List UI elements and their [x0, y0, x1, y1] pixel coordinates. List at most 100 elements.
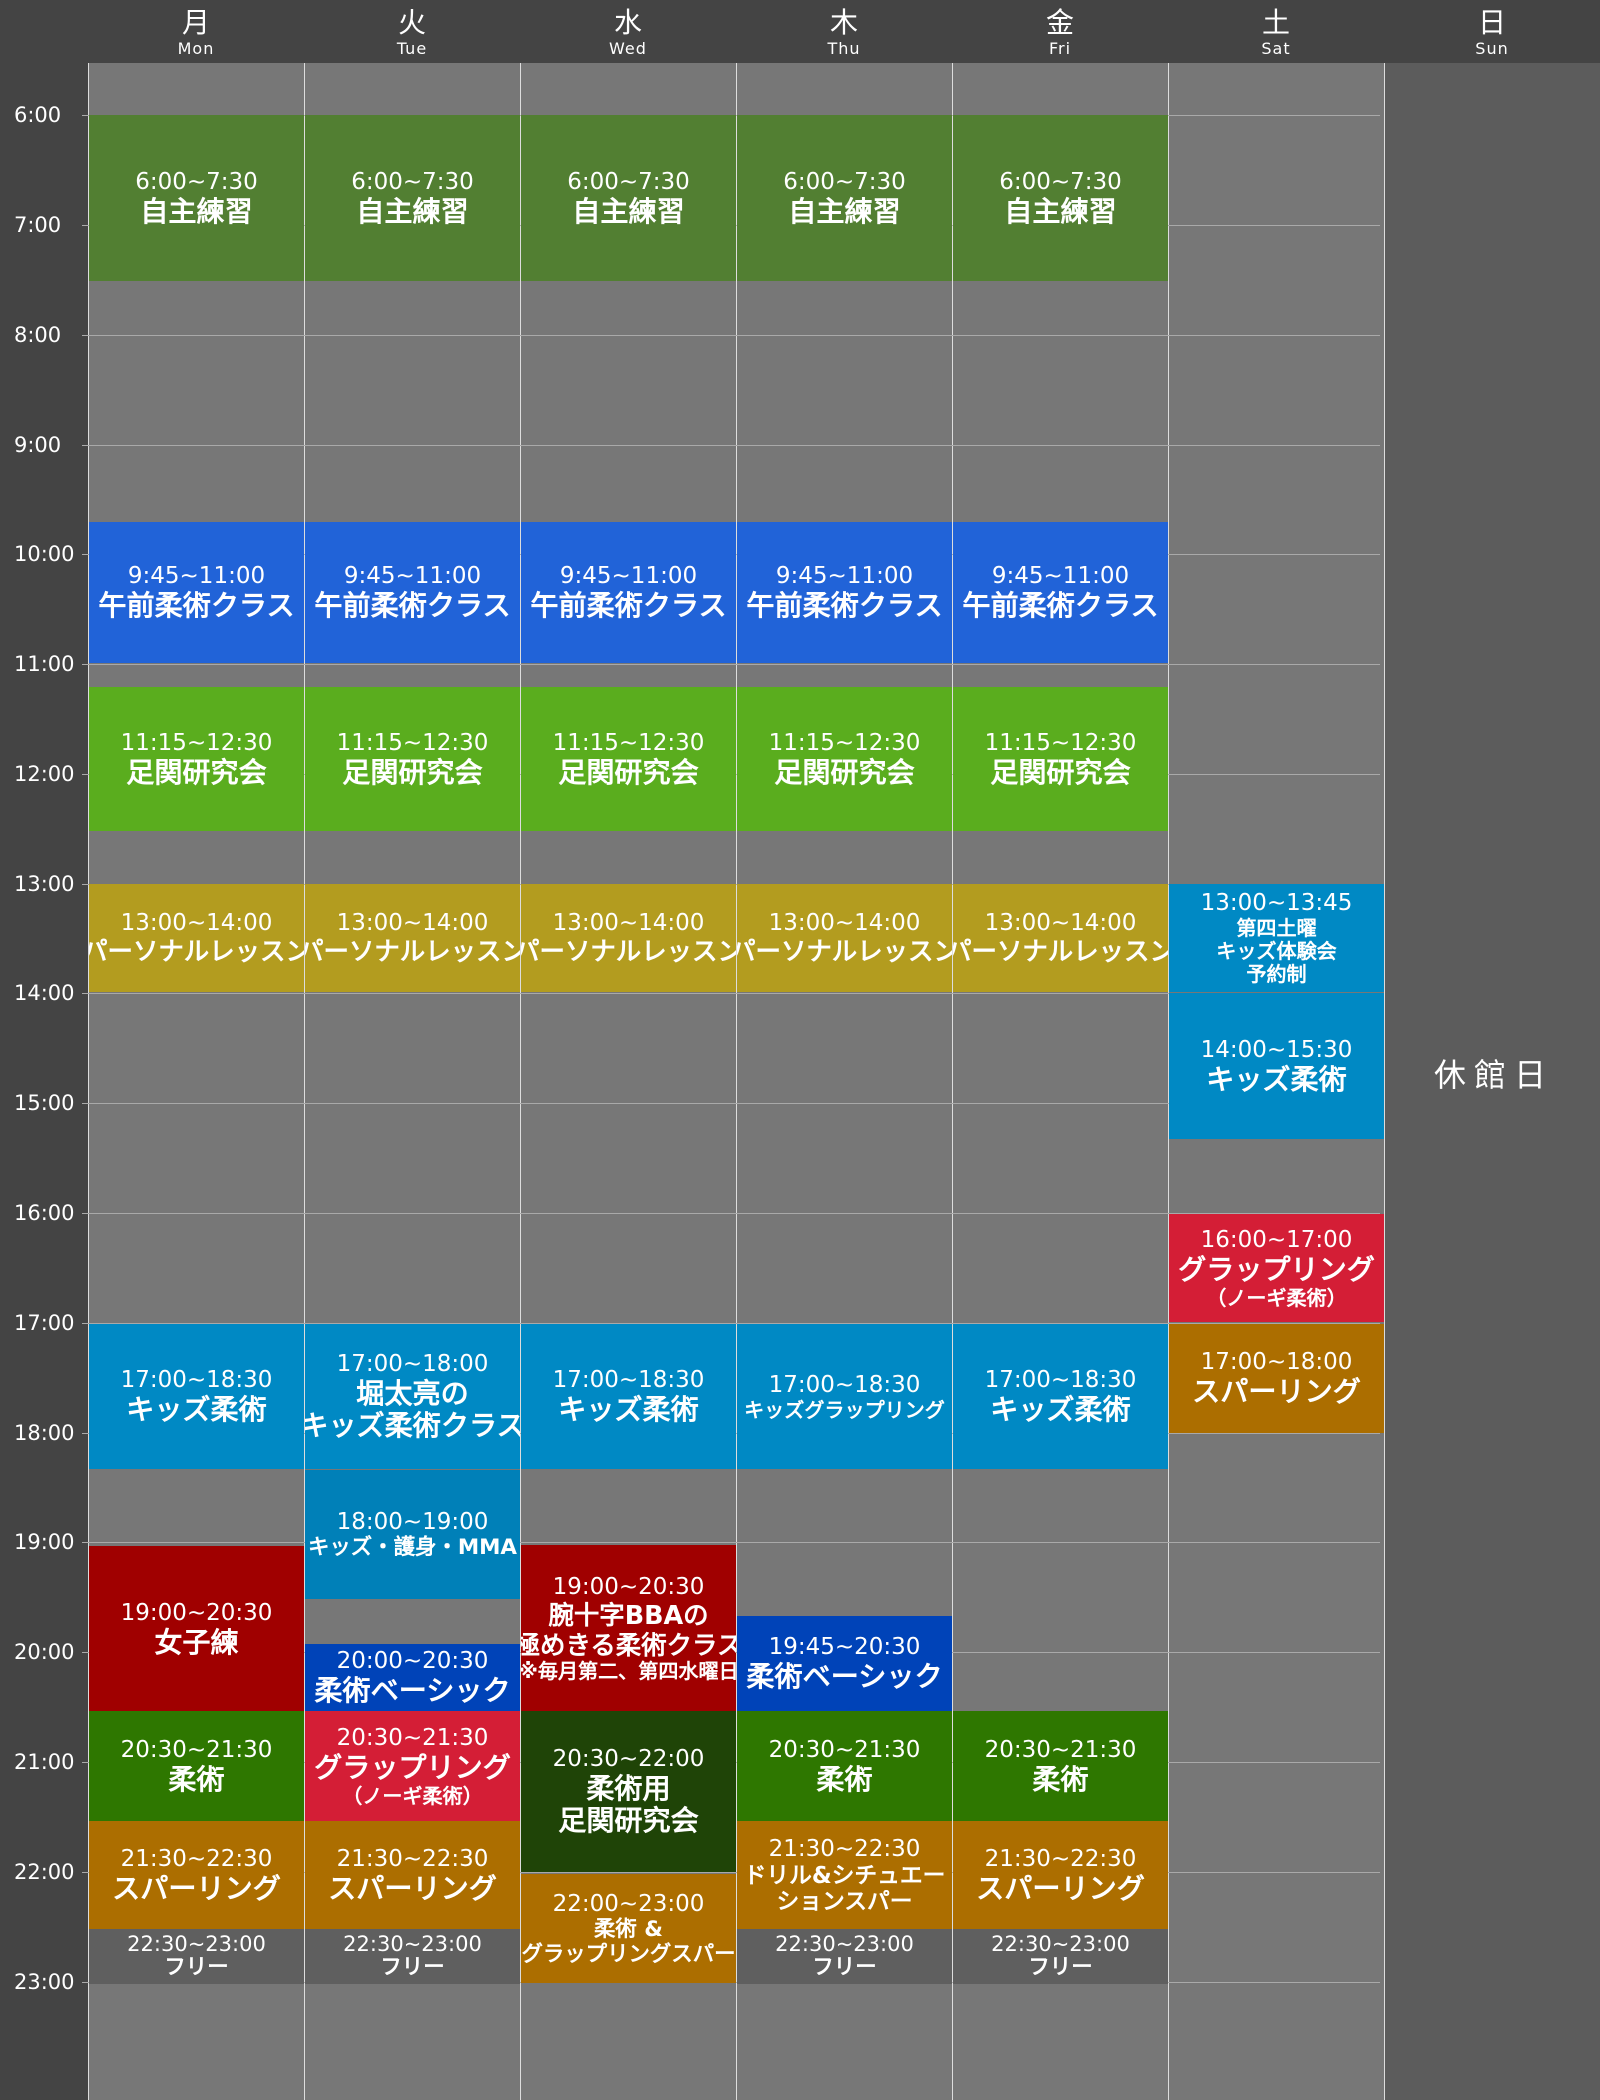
class-block[interactable]: 17:00~18:30 キッズ柔術 — [89, 1324, 304, 1469]
hour-tick — [82, 1762, 88, 1763]
hour-gridline — [88, 1322, 1380, 1324]
class-block[interactable]: 20:30~21:30 柔術 — [89, 1711, 304, 1821]
class-block[interactable]: 21:30~22:30 スパーリング — [953, 1820, 1168, 1930]
class-title: スパーリング — [976, 1871, 1145, 1905]
class-block[interactable]: 13:00~14:00 パーソナルレッスン — [737, 883, 952, 993]
hour-tick — [82, 115, 88, 117]
class-title: 自主練習 — [140, 194, 253, 228]
hour-tick — [82, 554, 88, 556]
class-time: 22:00~23:00 — [552, 1891, 705, 1918]
class-block[interactable]: 9:45~11:00 午前柔術クラス — [89, 522, 304, 663]
class-time: 6:00~7:30 — [783, 168, 906, 195]
day-name-en: Wed — [609, 39, 647, 58]
class-time: 17:00~18:30 — [120, 1367, 273, 1394]
class-block[interactable]: 13:00~13:45 第四土曜 キッズ体験会 予約制 — [1169, 883, 1384, 993]
class-block[interactable]: 22:00~23:00 柔術 & グラップリングスパー — [521, 1874, 736, 1983]
class-title: （ノーギ柔術） — [342, 1783, 483, 1808]
class-block[interactable]: 11:15~12:30 足関研究会 — [89, 686, 304, 832]
hour-tick — [82, 1103, 88, 1105]
class-title: パーソナルレッスン — [953, 936, 1168, 967]
class-time: 21:30~22:30 — [336, 1845, 489, 1872]
class-block[interactable]: 21:30~22:30 ドリル&シチュエー ションスパー — [737, 1820, 952, 1930]
class-title: キッズ・護身・MMA — [307, 1535, 517, 1561]
class-block[interactable]: 13:00~14:00 パーソナルレッスン — [305, 883, 520, 993]
class-block[interactable]: 6:00~7:30 自主練習 — [521, 115, 736, 282]
class-block[interactable]: 22:30~23:00 フリー — [89, 1929, 304, 1985]
class-block[interactable]: 20:00~20:30 柔術ベーシック — [305, 1644, 520, 1712]
hour-gridline — [88, 664, 1380, 666]
class-time: 6:00~7:30 — [999, 168, 1122, 195]
class-block[interactable]: 17:00~18:30 キッズグラップリング — [737, 1324, 952, 1469]
class-time: 18:00~19:00 — [336, 1509, 489, 1536]
class-block[interactable]: 11:15~12:30 足関研究会 — [305, 686, 520, 832]
class-time: 6:00~7:30 — [351, 168, 474, 195]
class-time: 17:00~18:30 — [552, 1367, 705, 1394]
class-title: 自主練習 — [356, 194, 469, 228]
class-block[interactable]: 20:30~21:30 グラップリング （ノーギ柔術） — [305, 1711, 520, 1821]
class-title: 足関研究会 — [126, 755, 267, 789]
class-block[interactable]: 21:30~22:30 スパーリング — [89, 1820, 304, 1930]
class-block[interactable]: 11:15~12:30 足関研究会 — [521, 686, 736, 832]
class-title: キッズグラップリング — [744, 1397, 945, 1422]
class-time: 14:00~15:30 — [1200, 1037, 1353, 1064]
class-block[interactable]: 13:00~14:00 パーソナルレッスン — [521, 883, 736, 993]
class-block[interactable]: 9:45~11:00 午前柔術クラス — [953, 522, 1168, 663]
class-time: 13:00~13:45 — [1200, 890, 1353, 917]
class-block[interactable]: 19:00~20:30 腕十字BBAの 極めきる柔術クラス ※毎月第二、第四水曜日 — [521, 1545, 736, 1712]
class-block[interactable]: 19:00~20:30 女子練 — [89, 1546, 304, 1712]
class-time: 22:30~23:00 — [343, 1932, 482, 1957]
class-title: パーソナルレッスン — [521, 936, 736, 967]
class-block[interactable]: 20:30~21:30 柔術 — [737, 1711, 952, 1821]
class-block[interactable]: 22:30~23:00 フリー — [953, 1929, 1168, 1985]
class-title: 極めきる柔術クラス — [521, 1629, 736, 1660]
class-block[interactable]: 19:45~20:30 柔術ベーシック — [737, 1616, 952, 1712]
class-block[interactable]: 21:30~22:30 スパーリング — [305, 1820, 520, 1930]
class-block[interactable]: 6:00~7:30 自主練習 — [953, 115, 1168, 282]
class-block[interactable]: 11:15~12:30 足関研究会 — [737, 686, 952, 832]
class-time: 17:00~18:30 — [768, 1371, 921, 1398]
day-name-en: Fri — [1048, 39, 1072, 58]
class-block[interactable]: 13:00~14:00 パーソナルレッスン — [89, 883, 304, 993]
class-block[interactable]: 22:30~23:00 フリー — [737, 1929, 952, 1985]
class-block[interactable]: 13:00~14:00 パーソナルレッスン — [953, 883, 1168, 993]
class-block[interactable]: 14:00~15:30 キッズ柔術 — [1169, 993, 1384, 1140]
class-time: 20:30~21:30 — [768, 1736, 921, 1763]
class-time: 22:30~23:00 — [991, 1932, 1130, 1957]
class-block[interactable]: 9:45~11:00 午前柔術クラス — [737, 522, 952, 663]
hour-label: 11:00 — [14, 652, 75, 677]
class-title: 自主練習 — [572, 194, 685, 228]
class-block[interactable]: 18:00~19:00 キッズ・護身・MMA — [305, 1470, 520, 1599]
hour-gridline — [88, 1103, 1380, 1105]
class-block[interactable]: 17:00~18:00 堀太亮の キッズ柔術クラス — [305, 1324, 520, 1469]
hour-tick — [82, 1542, 88, 1544]
class-block[interactable]: 17:00~18:30 キッズ柔術 — [953, 1324, 1168, 1469]
class-title: 柔術 — [1032, 1762, 1089, 1796]
class-block[interactable]: 17:00~18:00 スパーリング — [1169, 1324, 1384, 1433]
class-block[interactable]: 6:00~7:30 自主練習 — [737, 115, 952, 282]
class-block[interactable]: 11:15~12:30 足関研究会 — [953, 686, 1168, 832]
day-name-jp: 土 — [1261, 6, 1290, 39]
class-block[interactable]: 9:45~11:00 午前柔術クラス — [521, 522, 736, 663]
class-title: 堀太亮の — [356, 1377, 469, 1411]
class-block[interactable]: 16:00~17:00 グラップリング （ノーギ柔術） — [1169, 1214, 1384, 1322]
hour-label: 9:00 — [14, 432, 62, 457]
class-title: スパーリング — [1192, 1375, 1361, 1409]
hour-gridline — [88, 1871, 1380, 1873]
day-name-en: Mon — [177, 39, 215, 58]
hour-tick — [82, 1652, 88, 1654]
hour-label: 14:00 — [14, 981, 75, 1006]
day-name-jp: 日 — [1477, 6, 1506, 39]
class-block[interactable]: 6:00~7:30 自主練習 — [89, 115, 304, 282]
class-title: 柔術 — [168, 1762, 225, 1796]
class-block[interactable]: 20:30~22:00 柔術用 足関研究会 — [521, 1711, 736, 1872]
hour-label: 17:00 — [14, 1310, 75, 1335]
class-block[interactable]: 9:45~11:00 午前柔術クラス — [305, 522, 520, 663]
hour-tick — [82, 334, 88, 336]
hour-label: 23:00 — [14, 1969, 75, 1994]
class-block[interactable]: 6:00~7:30 自主練習 — [305, 115, 520, 282]
class-block[interactable]: 20:30~21:30 柔術 — [953, 1711, 1168, 1821]
class-title: ※毎月第二、第四水曜日 — [521, 1658, 736, 1683]
class-block[interactable]: 17:00~18:30 キッズ柔術 — [521, 1324, 736, 1469]
class-block[interactable]: 22:30~23:00 フリー — [305, 1929, 520, 1985]
class-time: 9:45~11:00 — [991, 563, 1130, 590]
